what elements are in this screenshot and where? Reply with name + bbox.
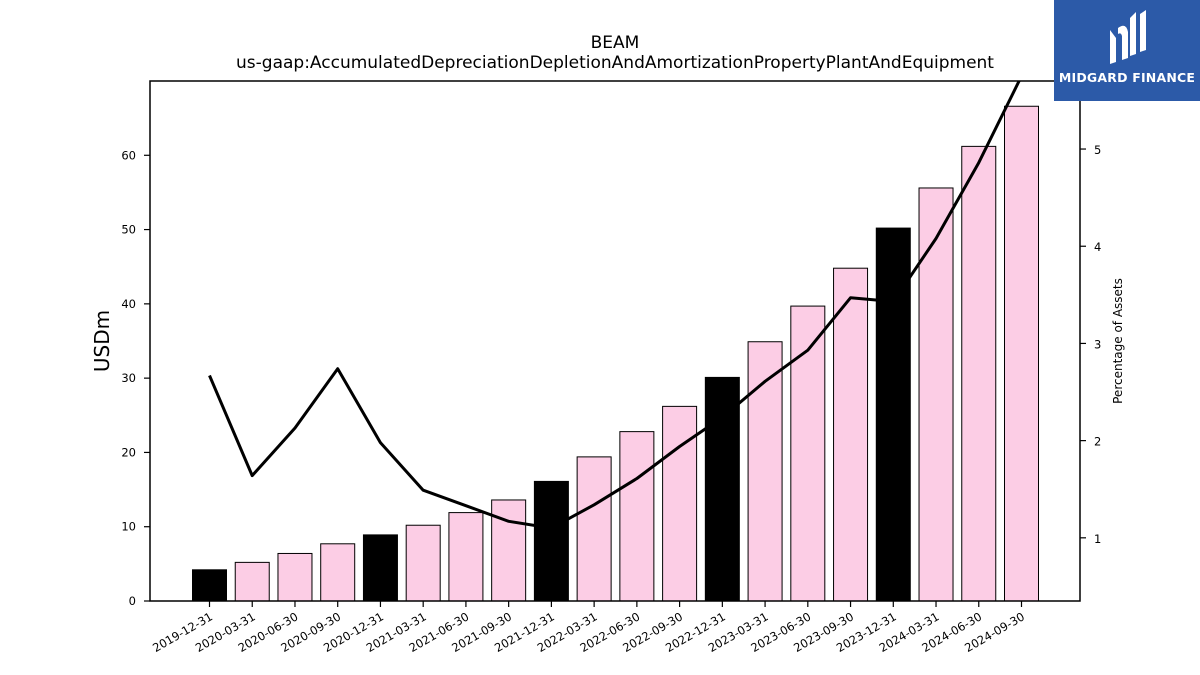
bar [875,227,911,602]
chart-subtitle: us-gaap:AccumulatedDepreciationDepletion… [236,53,994,73]
bar [662,405,698,602]
y-tick-label: 60 [121,148,136,162]
bar [619,431,655,602]
y2-tick-label: 2 [1094,435,1101,449]
midgard-logo-icon [1110,10,1146,64]
line-series [208,81,1021,530]
plot-frame [149,80,1081,602]
y2-tick-label: 3 [1094,337,1101,351]
bar [277,552,313,602]
bar [961,145,997,602]
logo: MIDGARD FINANCE [1054,0,1200,101]
y2-tick-label: 1 [1094,532,1101,546]
logo-text: MIDGARD FINANCE [1058,70,1196,85]
y-tick-label: 40 [121,297,136,311]
chart-title: BEAM [591,33,640,53]
bar [833,267,869,602]
y-axis-label: USDm [90,310,114,372]
bar [362,534,398,602]
bar [576,456,612,602]
bar [1004,105,1039,602]
bar [747,341,783,602]
bar [192,569,227,602]
y-tick-label: 30 [121,371,136,385]
bar [234,561,270,602]
y-tick-label: 0 [129,594,136,608]
bar [790,305,826,602]
y-tick-label: 20 [121,445,136,459]
bar [405,524,441,602]
y2-tick-label: 4 [1094,240,1101,254]
bar-series [192,105,1039,602]
bar [448,512,484,602]
y-tick-label: 50 [121,223,136,237]
y-tick-label: 10 [121,520,136,534]
bar [918,187,954,602]
y2-tick-label: 5 [1094,143,1101,157]
series-line [208,81,1021,530]
y2-axis-label: Percentage of Assets [1111,278,1125,404]
bar [533,480,569,602]
bar [320,543,356,602]
bar [704,376,740,602]
bar [491,499,527,602]
